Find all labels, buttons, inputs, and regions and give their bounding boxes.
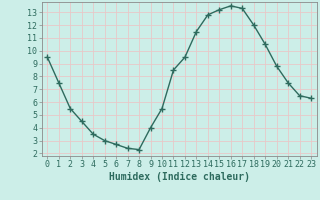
X-axis label: Humidex (Indice chaleur): Humidex (Indice chaleur) [109, 172, 250, 182]
